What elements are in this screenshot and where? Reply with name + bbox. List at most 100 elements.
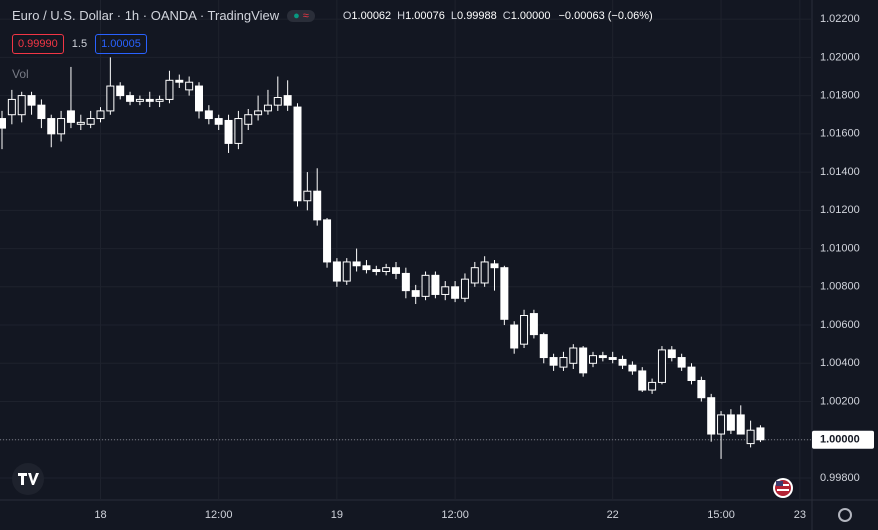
candle-body <box>214 118 223 125</box>
candle-body <box>126 95 135 102</box>
ohlc-item: H1.00076 <box>397 10 445 22</box>
candle-body <box>195 85 203 112</box>
candle-body <box>224 119 233 144</box>
candle-body <box>392 267 400 274</box>
candle-body <box>510 324 519 349</box>
candle-body <box>648 381 657 391</box>
ohlc-item: C1.00000 <box>503 10 551 22</box>
candle-body <box>17 95 26 116</box>
candle-body <box>382 267 391 273</box>
sell-button[interactable]: 0.99990 <box>12 34 64 54</box>
candle-body <box>687 366 696 381</box>
volume-label[interactable]: Vol <box>12 67 29 81</box>
candle-body <box>549 357 558 366</box>
y-tick-label: 1.02000 <box>820 51 860 63</box>
candle-body <box>254 110 263 116</box>
ohlc-key: H <box>397 9 406 22</box>
candle-body <box>185 81 194 91</box>
candle-body <box>470 267 479 284</box>
header: Euro / U.S. Dollar · 1h · OANDA · Tradin… <box>12 8 653 23</box>
tv-logo[interactable] <box>12 463 44 495</box>
candle-body <box>204 110 213 120</box>
candle-body <box>165 79 174 100</box>
ohlc-key: O <box>342 9 352 22</box>
candle-body <box>234 118 243 144</box>
candle-body <box>116 85 125 97</box>
candle-body <box>431 274 440 295</box>
candle-body <box>106 85 115 112</box>
candle-body <box>736 414 745 435</box>
x-tick-label: 12:00 <box>205 509 233 521</box>
candle-body <box>96 110 105 120</box>
candle-body <box>323 219 332 263</box>
x-tick-label: 19 <box>331 509 343 521</box>
candle-body <box>362 265 371 271</box>
candle-body <box>756 427 765 441</box>
candle-body <box>480 261 489 284</box>
x-tick-label: 15:00 <box>707 509 735 521</box>
candle-body <box>451 286 460 299</box>
candle-body <box>657 349 666 383</box>
candle-body <box>7 98 16 116</box>
y-tick-label: 1.01400 <box>820 166 860 178</box>
candle-body <box>667 349 676 359</box>
candle-body <box>273 97 282 106</box>
y-tick-label: 1.00400 <box>820 357 860 369</box>
candle-body <box>57 118 66 135</box>
y-tick-label: 1.01600 <box>820 128 860 140</box>
candle-body <box>86 118 95 125</box>
x-tick-label: 22 <box>607 509 619 521</box>
candle-body <box>332 261 341 282</box>
trade-buttons: 0.99990 1.5 1.00005 <box>12 34 147 54</box>
y-tick-label: 1.01200 <box>820 204 860 216</box>
buy-button[interactable]: 1.00005 <box>95 34 147 54</box>
y-tick-label: 1.00200 <box>820 395 860 407</box>
x-tick-label: 18 <box>94 509 106 521</box>
y-tick-label: 1.01000 <box>820 242 860 254</box>
candle-body <box>441 286 450 295</box>
candle-body <box>0 118 6 129</box>
flag-icon <box>773 478 793 498</box>
last-price-box <box>812 430 874 449</box>
y-tick-label: 0.99800 <box>820 472 860 484</box>
candle-body <box>372 269 381 273</box>
candle-body <box>66 110 75 123</box>
candle-body <box>677 357 686 368</box>
ohlc-key: C <box>502 9 511 22</box>
ohlc-values: O1.00062 H1.00076 L0.99988 C1.00000 <box>343 10 551 22</box>
candle-body <box>303 190 312 202</box>
candle-body <box>726 414 735 431</box>
ohlc-value: 1.00076 <box>405 9 445 22</box>
ohlc-key: L <box>450 9 458 22</box>
candle-body <box>579 347 588 374</box>
candle-body <box>145 98 154 102</box>
grid <box>0 0 812 500</box>
candle-body <box>175 79 184 83</box>
y-tick-label: 1.00800 <box>820 281 860 293</box>
candle-body <box>342 261 351 282</box>
candle-body <box>263 104 272 112</box>
status-badge[interactable]: ● ≈ <box>287 9 315 22</box>
candle-body <box>421 274 430 297</box>
settings-icon[interactable] <box>838 508 852 522</box>
candle-body <box>27 95 36 106</box>
candle-body <box>500 267 509 320</box>
labels: 0.99800 1.00000 1.00200 1.00400 1.00600 1.008… <box>94 13 874 521</box>
change: −0.00063 (−0.06%) <box>558 9 653 22</box>
spread: 1.5 <box>71 38 88 50</box>
candle-body <box>352 261 361 267</box>
candle-body <box>135 98 144 102</box>
candle-body <box>697 379 706 399</box>
candle-body <box>460 278 469 299</box>
last-price-label: 1.00000 <box>820 434 860 446</box>
candle-body <box>401 272 410 292</box>
candle-body <box>529 313 538 336</box>
candle-body <box>155 98 164 102</box>
candle-body <box>618 358 627 366</box>
candle-body <box>638 370 647 391</box>
candle-body <box>569 347 578 364</box>
candle-body <box>293 106 302 202</box>
